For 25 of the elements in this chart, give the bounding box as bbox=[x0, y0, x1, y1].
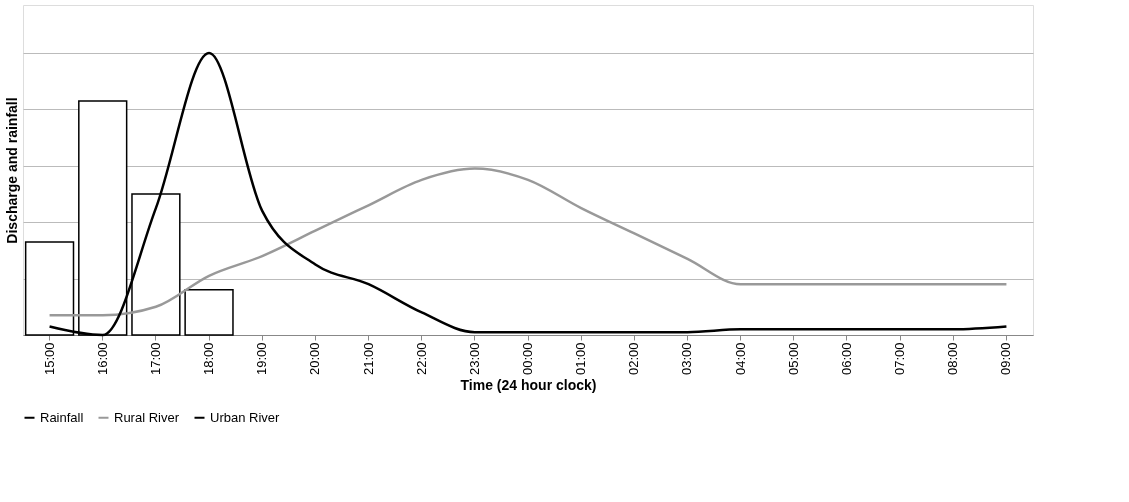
x-tick-label: 06:00 bbox=[838, 342, 854, 376]
x-tick-label: 23:00 bbox=[466, 342, 482, 376]
y-axis-title: Discharge and rainfall bbox=[3, 97, 20, 244]
x-tick-label: 01:00 bbox=[573, 342, 589, 376]
x-tick-label: 15:00 bbox=[41, 342, 57, 376]
x-tick-label: 19:00 bbox=[254, 342, 270, 376]
x-tick-label: 03:00 bbox=[679, 342, 695, 376]
bar bbox=[184, 289, 234, 336]
legend-label: Urban River bbox=[210, 409, 281, 425]
x-axis-title: Time (24 hour clock) bbox=[460, 377, 597, 394]
x-tick-label: 16:00 bbox=[94, 342, 110, 376]
x-tick-label: 22:00 bbox=[413, 342, 429, 376]
x-tick-label: 07:00 bbox=[892, 342, 908, 376]
legend-label: Rainfall bbox=[40, 409, 84, 425]
x-tick-label: 04:00 bbox=[732, 342, 748, 376]
x-tick-label: 21:00 bbox=[360, 342, 376, 376]
legend-label: Rural River bbox=[114, 409, 180, 425]
x-tick-label: 05:00 bbox=[785, 342, 801, 376]
x-tick-label: 02:00 bbox=[626, 342, 642, 376]
x-tick-label: 08:00 bbox=[945, 342, 961, 376]
x-tick-label: 20:00 bbox=[307, 342, 323, 376]
x-tick-label: 09:00 bbox=[998, 342, 1014, 376]
x-tick-label: 17:00 bbox=[147, 342, 163, 376]
x-tick-label: 00:00 bbox=[520, 342, 535, 376]
x-tick-label: 18:00 bbox=[201, 342, 217, 376]
